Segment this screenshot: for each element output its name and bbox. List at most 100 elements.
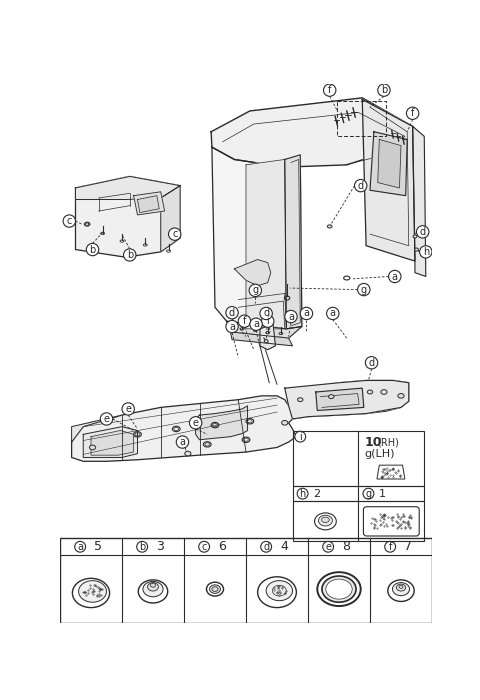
Ellipse shape <box>147 582 158 591</box>
Text: a: a <box>180 437 185 447</box>
Text: e: e <box>192 418 199 428</box>
Circle shape <box>300 307 312 320</box>
Ellipse shape <box>322 576 356 602</box>
Circle shape <box>226 307 238 319</box>
Polygon shape <box>316 388 364 410</box>
Text: e: e <box>104 414 109 424</box>
Circle shape <box>385 541 396 552</box>
Text: e: e <box>325 542 331 552</box>
Ellipse shape <box>393 582 409 596</box>
Bar <box>292 486 424 501</box>
Circle shape <box>324 84 336 97</box>
Ellipse shape <box>266 581 292 601</box>
Polygon shape <box>234 260 271 286</box>
Ellipse shape <box>264 340 268 343</box>
Ellipse shape <box>415 248 419 251</box>
Ellipse shape <box>413 235 417 238</box>
Ellipse shape <box>396 584 406 591</box>
Text: b: b <box>381 85 387 95</box>
Text: a: a <box>229 321 235 332</box>
Polygon shape <box>230 332 292 346</box>
Text: f: f <box>328 85 331 95</box>
Ellipse shape <box>298 398 303 402</box>
Text: g: g <box>361 285 367 295</box>
Circle shape <box>297 489 308 499</box>
Circle shape <box>176 436 189 448</box>
Text: a: a <box>392 272 398 281</box>
Circle shape <box>199 541 210 552</box>
Circle shape <box>86 244 99 256</box>
Ellipse shape <box>258 577 296 608</box>
Text: a: a <box>330 309 336 318</box>
Circle shape <box>326 307 339 320</box>
Polygon shape <box>83 427 137 458</box>
Ellipse shape <box>317 572 360 606</box>
Text: f: f <box>411 108 414 118</box>
Ellipse shape <box>272 585 286 596</box>
Polygon shape <box>246 160 286 329</box>
Circle shape <box>358 284 370 296</box>
Text: f: f <box>243 316 246 326</box>
Ellipse shape <box>314 513 336 530</box>
Ellipse shape <box>367 390 372 394</box>
Polygon shape <box>91 430 133 455</box>
Text: i: i <box>299 432 301 442</box>
Polygon shape <box>211 98 413 167</box>
Polygon shape <box>72 381 409 461</box>
Circle shape <box>226 321 238 332</box>
Polygon shape <box>362 99 415 261</box>
Polygon shape <box>377 466 405 479</box>
Ellipse shape <box>138 580 168 603</box>
Ellipse shape <box>399 585 403 588</box>
Ellipse shape <box>328 395 334 398</box>
Text: c: c <box>172 229 178 239</box>
Text: d: d <box>229 308 235 318</box>
Polygon shape <box>72 415 122 442</box>
Ellipse shape <box>381 390 387 394</box>
Polygon shape <box>133 192 165 215</box>
Text: f: f <box>388 542 392 552</box>
Ellipse shape <box>79 581 107 602</box>
Ellipse shape <box>89 445 96 450</box>
Text: 7: 7 <box>404 540 412 553</box>
Text: g(LH): g(LH) <box>365 449 395 458</box>
Circle shape <box>417 225 429 238</box>
Polygon shape <box>260 324 276 350</box>
Polygon shape <box>227 321 302 338</box>
Circle shape <box>365 356 378 369</box>
Text: 5: 5 <box>94 540 102 553</box>
Ellipse shape <box>398 393 404 398</box>
Polygon shape <box>75 176 180 200</box>
Ellipse shape <box>72 578 109 608</box>
Circle shape <box>260 307 272 320</box>
Polygon shape <box>413 126 426 276</box>
Text: d: d <box>263 309 269 318</box>
Text: d: d <box>358 181 364 190</box>
Ellipse shape <box>326 579 352 599</box>
Text: b: b <box>89 244 96 255</box>
Ellipse shape <box>282 421 288 425</box>
Text: i: i <box>266 316 269 326</box>
Circle shape <box>295 431 306 442</box>
Bar <box>292 430 424 486</box>
Text: a: a <box>253 319 259 329</box>
Ellipse shape <box>185 452 191 456</box>
Polygon shape <box>285 155 302 329</box>
Polygon shape <box>75 176 180 258</box>
Text: b: b <box>127 250 133 260</box>
Circle shape <box>190 416 202 429</box>
Bar <box>60 538 432 623</box>
Text: g: g <box>365 489 372 498</box>
Text: a: a <box>288 312 294 321</box>
Text: 10: 10 <box>365 436 382 449</box>
Circle shape <box>407 107 419 120</box>
Text: 3: 3 <box>156 540 164 553</box>
Text: a: a <box>77 542 83 552</box>
FancyBboxPatch shape <box>363 507 419 536</box>
Text: 6: 6 <box>218 540 226 553</box>
Circle shape <box>261 541 272 552</box>
Text: h: h <box>423 247 429 257</box>
Circle shape <box>123 248 136 261</box>
Text: 8: 8 <box>342 540 350 553</box>
Text: d: d <box>420 227 426 237</box>
